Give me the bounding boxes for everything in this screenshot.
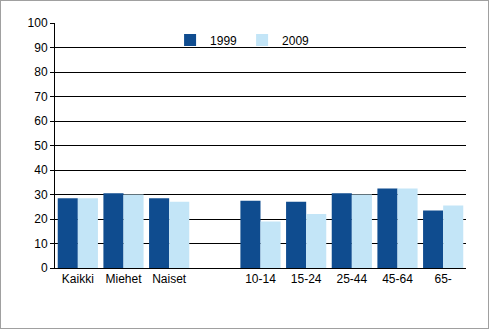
svg-text:10: 10 — [34, 237, 48, 251]
svg-text:0: 0 — [41, 261, 48, 275]
svg-text:Naiset: Naiset — [152, 272, 187, 286]
svg-text:20: 20 — [34, 212, 48, 226]
svg-text:65-: 65- — [434, 272, 451, 286]
svg-text:25-44: 25-44 — [336, 272, 367, 286]
svg-text:Kaikki: Kaikki — [62, 272, 94, 286]
svg-text:80: 80 — [34, 65, 48, 79]
svg-text:10-14: 10-14 — [245, 272, 276, 286]
svg-text:60: 60 — [34, 114, 48, 128]
svg-text:50: 50 — [34, 139, 48, 153]
svg-text:15-24: 15-24 — [291, 272, 322, 286]
svg-text:90: 90 — [34, 41, 48, 55]
svg-text:100: 100 — [28, 16, 48, 30]
svg-text:40: 40 — [34, 163, 48, 177]
svg-text:45-64: 45-64 — [382, 272, 413, 286]
svg-text:2009: 2009 — [282, 34, 309, 48]
svg-text:Miehet: Miehet — [105, 272, 142, 286]
svg-text:70: 70 — [34, 90, 48, 104]
svg-text:1999: 1999 — [210, 34, 237, 48]
svg-text:30: 30 — [34, 188, 48, 202]
